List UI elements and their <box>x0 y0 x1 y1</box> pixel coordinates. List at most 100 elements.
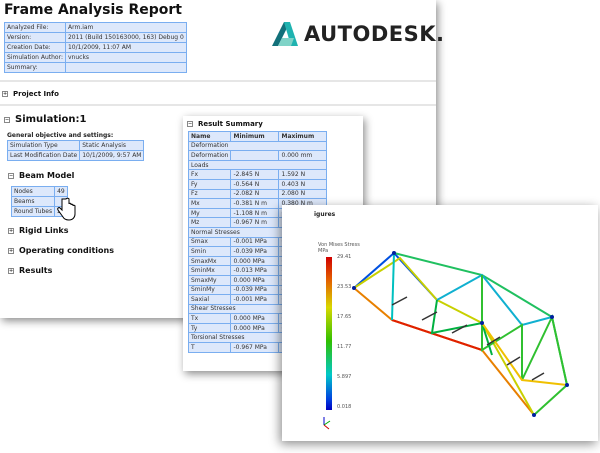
stress-color-bar <box>326 257 332 410</box>
table-cell: -0.001 MPa <box>230 236 280 248</box>
table-cell: Beams <box>10 196 56 207</box>
section-label: Results <box>19 266 53 275</box>
section-label: Operating conditions <box>19 246 114 255</box>
table-cell: -0.001 MPa <box>230 294 280 305</box>
table-cell: Ty <box>187 322 232 334</box>
column-header: Minimum <box>230 131 280 142</box>
info-row: Version: 2011 (Build 150163000, 163) Debu… <box>4 32 187 43</box>
legend-title: Von Mises Stress MPa <box>318 242 360 254</box>
table-cell: 0.000 mm <box>278 150 328 161</box>
legend-tick-label: 5.897 <box>337 374 352 380</box>
section-results[interactable]: + Results <box>8 266 52 275</box>
section-label: Simulation:1 <box>15 114 87 125</box>
table-cell: Version: <box>4 32 66 43</box>
table-cell: Fy <box>187 178 232 190</box>
table-cell: Summary: <box>4 62 66 73</box>
table-cell: 49 <box>54 186 68 197</box>
autodesk-logo: AUTODESK. <box>272 22 445 46</box>
autodesk-logo-icon <box>272 22 298 46</box>
info-row: Simulation Author: vnucks <box>4 52 187 63</box>
table-cell: SminMx <box>187 265 232 276</box>
table-cell: Simulation Author: <box>4 52 66 63</box>
table-cell: -2.082 N <box>230 188 280 200</box>
expand-icon: + <box>8 227 14 234</box>
table-cell: T <box>187 342 232 353</box>
table-cell: Creation Date: <box>4 42 66 53</box>
group-row: Deformation <box>187 140 328 152</box>
table-cell: vnucks <box>64 52 187 63</box>
table-cell: -2.845 N <box>230 169 280 180</box>
table-header: Name Minimum Maximum <box>187 131 328 142</box>
table-cell: -0.967 MPa <box>230 342 280 353</box>
table-cell: 2.080 N <box>278 188 328 200</box>
table-cell: Deformation <box>187 150 232 161</box>
table-cell: Smin <box>187 246 232 257</box>
table-cell: Nodes <box>10 186 56 197</box>
column-header: Name <box>187 131 232 142</box>
settings-table: Simulation Type Static Analysis Last Modif… <box>6 140 145 161</box>
table-cell: -0.039 MPa <box>230 246 280 257</box>
collapse-icon: − <box>187 121 193 127</box>
table-cell <box>230 150 280 161</box>
table-cell: SmaxMx <box>187 255 232 267</box>
table-cell: 0.000 MPa <box>230 322 280 334</box>
report-page: Frame Analysis Report Analyzed File: Arm.… <box>0 2 445 275</box>
table-cell: 0.000 MPa <box>230 274 280 286</box>
table-cell: Simulation Type <box>6 140 81 151</box>
table-cell: Arm.iam <box>64 22 187 33</box>
table-row: Deformation 0.000 mm <box>187 150 328 161</box>
section-operating-conditions[interactable]: + Operating conditions <box>8 246 114 255</box>
info-row: Analyzed File: Arm.iam <box>4 22 187 33</box>
table-cell: My <box>187 207 232 219</box>
legend-tick-label: 0.018 <box>337 404 352 410</box>
beam-row: Nodes 49 <box>10 186 68 197</box>
collapse-icon: − <box>4 116 10 123</box>
table-cell: Saxial <box>187 294 232 305</box>
table-row: Fy -0.564 N 0.403 N <box>187 178 328 190</box>
section-label: Beam Model <box>19 171 75 180</box>
table-cell: Mx <box>187 198 232 209</box>
result-summary-header[interactable]: − Result Summary <box>187 120 263 128</box>
truss-model-view <box>323 251 569 430</box>
legend-tick-label: 29.41 <box>337 254 352 260</box>
table-cell: -0.967 N m <box>230 217 280 228</box>
info-row: Creation Date: 10/1/2009, 11:07 AM <box>4 42 187 53</box>
expand-icon: + <box>2 91 8 97</box>
figures-panel: igures Von Mises Stress MPa 29.41 23.53 17.… <box>282 205 598 441</box>
table-cell: -0.564 N <box>230 178 280 190</box>
section-label: Project Info <box>13 90 59 98</box>
table-cell <box>64 62 187 73</box>
table-cell: Fx <box>187 169 232 180</box>
collapse-icon: − <box>8 172 14 179</box>
table-cell: Fz <box>187 188 232 200</box>
table-cell: SmaxMy <box>187 274 232 286</box>
table-row: Fx -2.845 N 1.592 N <box>187 169 328 180</box>
table-cell: 2011 (Build 150163000, 163) Debug 0 <box>64 32 187 43</box>
section-label: Result Summary <box>198 120 263 128</box>
table-cell: 0.000 MPa <box>230 255 280 267</box>
group-label: Deformation <box>187 140 328 152</box>
info-row: Summary: <box>4 62 187 73</box>
axis-triad-icon <box>323 417 331 430</box>
table-cell: 0.403 N <box>278 178 328 190</box>
table-row: Fz -2.082 N 2.080 N <box>187 188 328 200</box>
table-cell: Last Modification Date <box>6 150 81 161</box>
hand-cursor-icon <box>57 197 76 221</box>
section-beam-model[interactable]: − Beam Model <box>8 171 74 180</box>
table-cell: 1.592 N <box>278 169 328 180</box>
table-cell: Round Tubes <box>10 206 56 217</box>
section-simulation[interactable]: − Simulation:1 <box>4 114 87 125</box>
group-label: Loads <box>187 159 328 171</box>
section-rigid-links[interactable]: + Rigid Links <box>8 226 69 235</box>
table-cell: Mz <box>187 217 232 228</box>
table-cell: SminMy <box>187 284 232 296</box>
table-cell: -0.381 N m <box>230 198 280 209</box>
column-header: Maximum <box>278 131 328 142</box>
table-cell: Analyzed File: <box>4 22 66 33</box>
group-row: Loads <box>187 159 328 171</box>
logo-text: AUTODESK. <box>304 22 445 46</box>
table-cell: Smax <box>187 236 232 248</box>
table-cell: 0.000 MPa <box>230 313 280 324</box>
legend-tick-label: 23.53 <box>337 284 352 290</box>
section-project-info[interactable]: + Project Info <box>2 90 59 98</box>
